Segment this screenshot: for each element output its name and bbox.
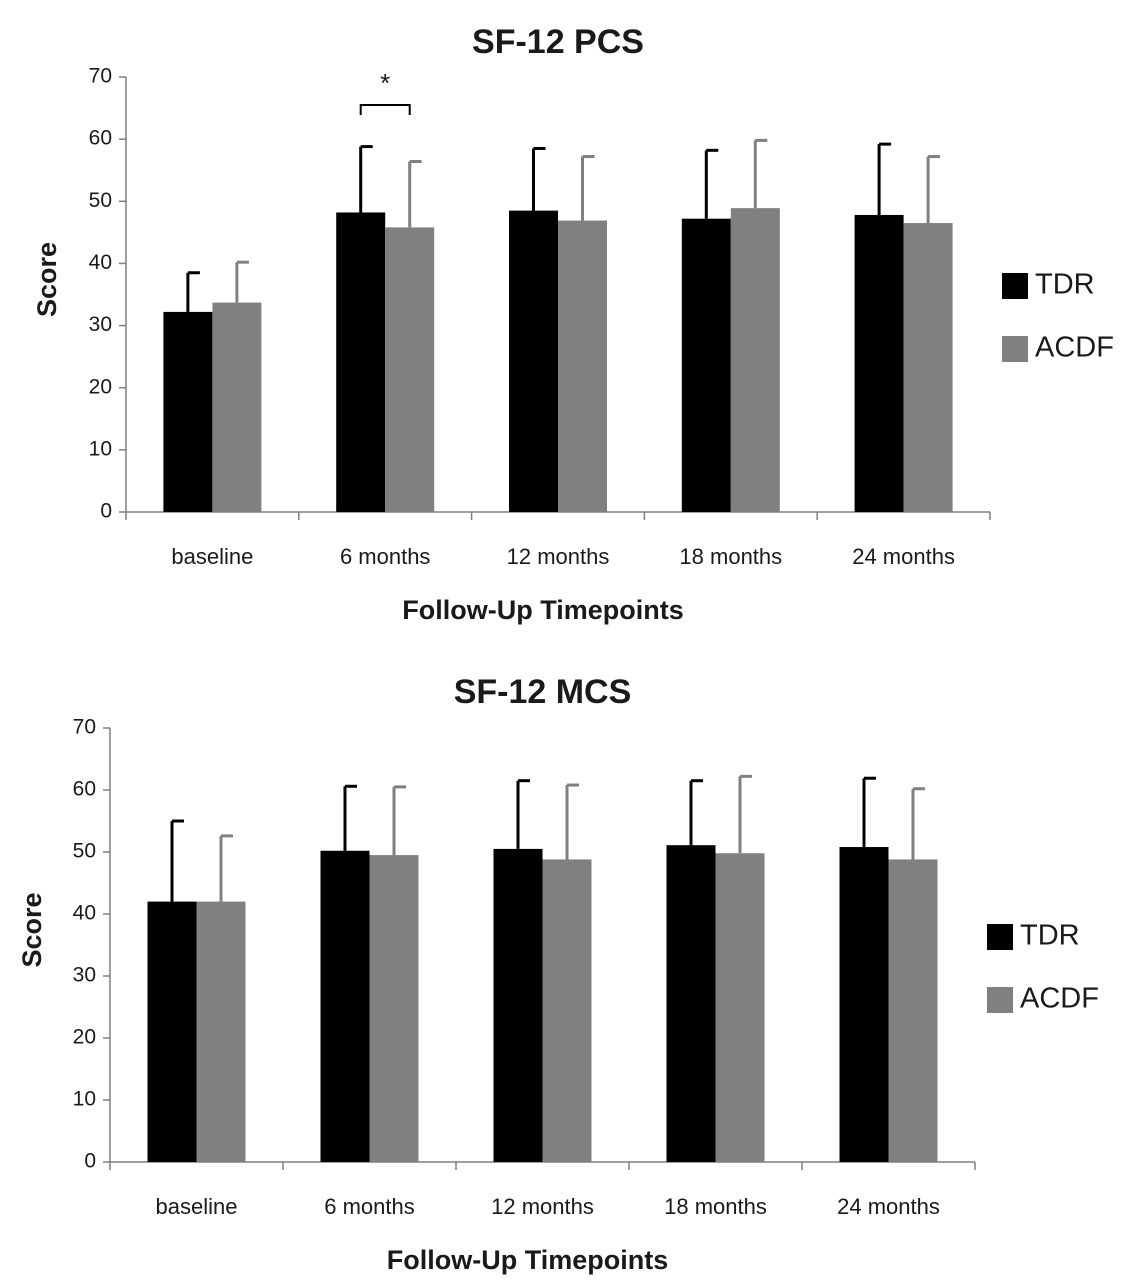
x-tick-label: baseline (156, 1194, 238, 1219)
x-axis-title: Follow-Up Timepoints (402, 595, 683, 625)
chart-2: SF-12 MCS 0 10 20 30 40 50 60 70 baseline 6 months… (17, 673, 1099, 1275)
bar-tdr (666, 845, 716, 1162)
bar-acdf (715, 853, 765, 1162)
x-tick-label: 18 months (679, 544, 782, 569)
legend: TDR ACDF (987, 920, 1099, 1015)
y-tick-label: 20 (89, 375, 112, 398)
bar-tdr (320, 850, 370, 1162)
x-tick-label: 6 months (340, 544, 431, 569)
y-axis-title: Score (17, 892, 47, 967)
y-tick-label: 60 (73, 778, 96, 801)
y-tick-label: 30 (89, 313, 112, 336)
y-tick-label: 50 (73, 840, 96, 863)
x-tick-label: 12 months (491, 1194, 594, 1219)
bar-acdf (385, 227, 435, 512)
chart-title: SF-12 MCS (454, 673, 632, 711)
y-axis-title: Score (32, 242, 62, 317)
bar-acdf (558, 220, 607, 513)
chart-1: SF-12 PCS 0 10 20 30 40 50 60 70 baseline 6 months… (32, 23, 1114, 625)
bar-tdr (493, 848, 543, 1162)
legend: TDR ACDF (1002, 269, 1114, 364)
significance-asterisk: * (380, 68, 390, 98)
x-axis-title: Follow-Up Timepoints (387, 1245, 668, 1275)
y-tick-label: 40 (89, 251, 112, 274)
y-tick-label: 20 (73, 1026, 96, 1049)
legend-swatch-acdf (1002, 336, 1028, 362)
legend-label-tdr: TDR (1020, 920, 1080, 952)
y-tick-label: 60 (89, 127, 112, 150)
bar-acdf (212, 302, 262, 512)
legend-label-acdf: ACDF (1035, 332, 1114, 364)
legend-label-tdr: TDR (1035, 269, 1095, 301)
bar-tdr (854, 214, 904, 512)
y-tick-label: 0 (84, 1150, 96, 1173)
x-tick-label: 6 months (324, 1194, 415, 1219)
y-tick-label: 0 (100, 500, 112, 523)
significance-bracket (359, 104, 411, 115)
y-tick-label: 70 (73, 716, 96, 739)
legend-label-acdf: ACDF (1020, 983, 1099, 1015)
legend-swatch-tdr (1002, 273, 1028, 299)
x-tick-label: 24 months (837, 1194, 940, 1219)
y-tick-label: 10 (73, 1088, 96, 1111)
bar-acdf (196, 901, 246, 1162)
bar-tdr (509, 210, 558, 512)
y-tick-label: 50 (89, 189, 112, 212)
bar-acdf (730, 208, 780, 512)
bar-acdf (542, 859, 592, 1162)
bar-acdf (888, 859, 938, 1162)
legend-swatch-acdf (987, 987, 1013, 1013)
y-tick-label: 30 (73, 964, 96, 987)
bar-tdr (163, 311, 213, 512)
bar-acdf (369, 855, 419, 1162)
legend-swatch-tdr (987, 924, 1013, 950)
x-tick-label: 12 months (507, 544, 610, 569)
bar-tdr (839, 847, 889, 1162)
bar-tdr (147, 901, 197, 1162)
bar-tdr (681, 218, 731, 512)
chart-title: SF-12 PCS (472, 23, 644, 61)
x-tick-label: 18 months (664, 1194, 767, 1219)
y-tick-label: 10 (89, 437, 112, 460)
x-tick-label: baseline (171, 544, 253, 569)
y-tick-label: 70 (89, 65, 112, 88)
bar-acdf (903, 223, 953, 513)
x-tick-label: 24 months (852, 544, 955, 569)
y-tick-label: 40 (73, 902, 96, 925)
bar-tdr (336, 212, 386, 512)
